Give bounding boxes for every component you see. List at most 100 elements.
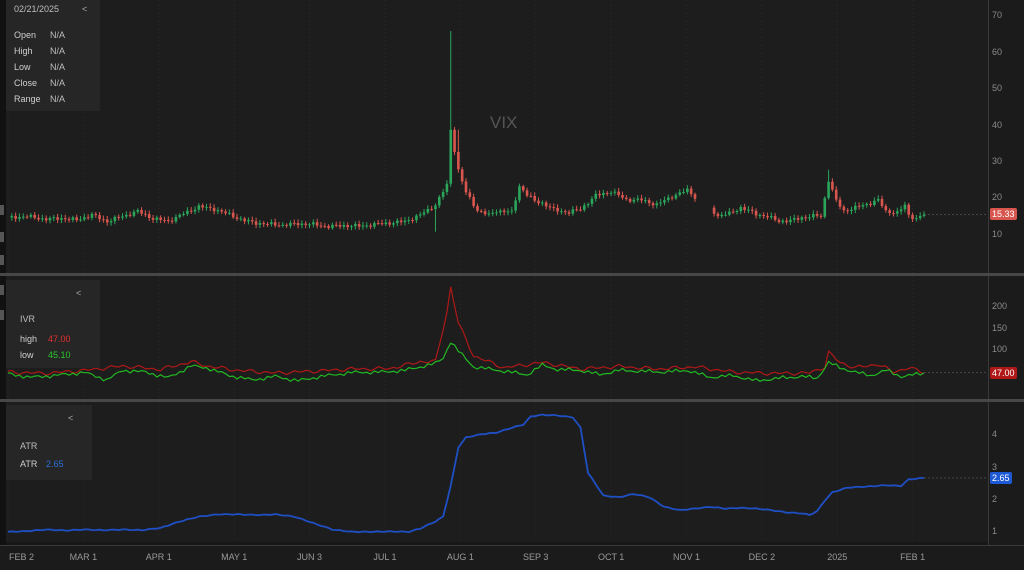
x-tick-label: JUL 1: [373, 552, 397, 562]
vix-candle-body: [430, 208, 433, 210]
drawing-tool-icon[interactable]: [0, 255, 4, 265]
drawing-tool-icon[interactable]: [0, 232, 4, 242]
vix-candle-body: [235, 217, 239, 219]
atr-study-pane[interactable]: [6, 402, 988, 542]
info-date: 02/21/2025: [14, 4, 60, 14]
drawing-tool-icon[interactable]: [0, 205, 4, 215]
vix-candle-body: [315, 222, 319, 226]
vix-price-pane[interactable]: [6, 0, 988, 273]
vix-candle-body: [590, 198, 594, 205]
vix-candle-body: [75, 217, 78, 221]
vix-candle-body: [220, 210, 224, 212]
vix-candle-body: [388, 222, 391, 225]
vix-candle-body: [285, 224, 288, 226]
vix-candle-body: [205, 206, 208, 208]
vix-candle-body: [136, 209, 140, 212]
vix-candle-body: [270, 222, 273, 225]
ivr-value-axis[interactable]: 100 150 200 47.00: [988, 276, 1024, 399]
vix-candle-body: [873, 200, 876, 205]
vix-candle-body: [445, 183, 449, 192]
vix-candle-body: [79, 219, 82, 221]
vix-candle-body: [369, 225, 372, 227]
atr-line: [7, 413, 925, 534]
vix-candle-body: [747, 209, 750, 211]
ivr-legend-panel: < IVR high 47.00 low 45.10: [6, 280, 100, 368]
drawing-tool-icon[interactable]: [0, 285, 4, 295]
vix-candle-body: [472, 196, 475, 206]
vix-candle-body: [90, 213, 94, 218]
vix-candle-body: [510, 210, 514, 212]
last-value-badge: 15.33: [990, 208, 1017, 221]
time-axis[interactable]: FEB 2 MAR 1 APR 1 MAY 1 JUN 3 JUL 1 AUG 1 SEP 3…: [0, 545, 1024, 570]
vix-candle-body: [197, 205, 201, 210]
x-tick-label: DEC 2: [748, 552, 776, 562]
vix-candle-body: [781, 220, 785, 223]
ivr-study-pane[interactable]: [6, 276, 988, 399]
vix-candle-body: [583, 205, 586, 210]
vix-candle-body: [411, 220, 414, 222]
vix-candle-body: [208, 206, 212, 208]
vix-candle-body: [884, 205, 888, 211]
vix-candle-body: [533, 196, 536, 201]
vix-candle-body: [838, 199, 842, 207]
atr-value-axis[interactable]: 1 2 3 4 2.65: [988, 402, 1024, 545]
atr-value-row: ATR 2.65: [20, 459, 64, 469]
vix-candle-body: [216, 210, 220, 212]
vix-candle-body: [770, 216, 773, 218]
vix-candle-body: [731, 211, 735, 213]
vix-candle-body: [743, 207, 746, 210]
vix-candle-body: [292, 222, 296, 224]
vix-candle-body: [21, 216, 25, 218]
collapse-ivr-legend-button[interactable]: <: [76, 288, 82, 298]
vix-candle-body: [544, 202, 548, 207]
vix-candle-body: [189, 210, 193, 212]
vix-candle-body: [33, 214, 37, 218]
vix-candle-body: [273, 222, 277, 226]
vix-candle-body: [10, 215, 14, 218]
x-tick-label: NOV 1: [673, 552, 701, 562]
vix-candle-body: [155, 217, 159, 220]
vix-candle-body: [144, 213, 147, 215]
pane-divider[interactable]: [0, 399, 1024, 402]
vix-candle-body: [407, 220, 411, 222]
atr-study-name: ATR: [20, 441, 38, 451]
vix-candle-body: [319, 225, 323, 227]
vix-candle-body: [239, 218, 243, 220]
vix-candle-body: [86, 217, 90, 219]
vix-candle-body: [636, 198, 640, 200]
vix-candle-body: [876, 198, 880, 201]
vix-candle-body: [365, 225, 369, 227]
vix-candle-body: [193, 209, 197, 212]
vix-price-axis[interactable]: 10 20 30 40 50 60 70 15.33: [988, 0, 1024, 273]
vix-candle-body: [922, 214, 926, 216]
vix-candle-body: [437, 197, 441, 206]
vix-candle-body: [915, 218, 918, 220]
vix-candle-body: [827, 181, 830, 198]
vix-candle-body: [476, 205, 479, 211]
vix-candle-body: [907, 204, 911, 215]
vix-candle-body: [109, 221, 113, 223]
vix-candle-body: [140, 209, 143, 214]
y-tick-label: 40: [992, 119, 1003, 130]
x-tick-label: OCT 1: [597, 552, 625, 562]
vix-candle-body: [132, 211, 136, 216]
vix-candle-body: [903, 204, 907, 210]
pane-divider[interactable]: [0, 273, 1024, 276]
x-tick-label: MAR 1: [69, 552, 98, 562]
x-tick-label: FEB 1: [900, 552, 926, 562]
collapse-atr-legend-button[interactable]: <: [68, 413, 74, 423]
vix-candle-body: [254, 221, 258, 225]
vix-candle-body: [174, 216, 178, 222]
vix-candle-body: [308, 224, 311, 226]
vix-candle-body: [376, 223, 380, 225]
collapse-panel-button[interactable]: <: [82, 4, 88, 14]
vix-candle-body: [361, 225, 365, 227]
vix-candle-body: [521, 186, 525, 191]
y-tick-label: 150: [992, 322, 1008, 333]
vix-candle-body: [514, 200, 517, 211]
vix-candle-body: [869, 203, 872, 205]
drawing-tool-icon[interactable]: [0, 310, 4, 320]
info-row-low: Low N/A: [14, 62, 66, 72]
vix-candle-body: [60, 218, 63, 220]
